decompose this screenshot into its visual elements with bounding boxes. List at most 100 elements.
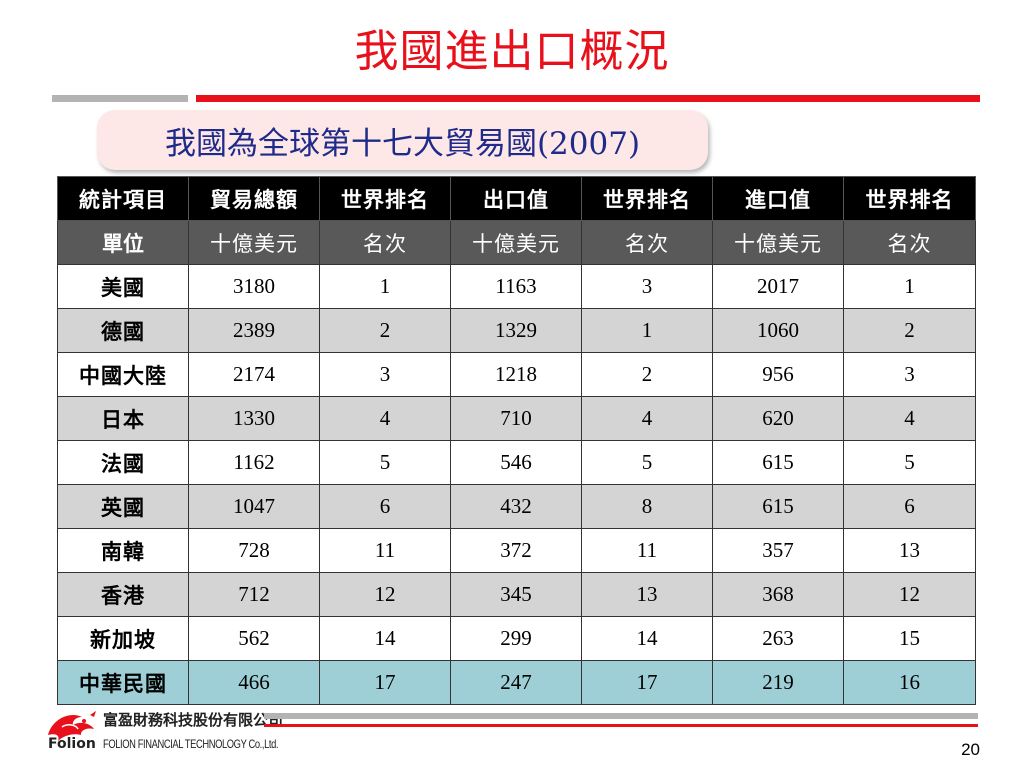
value-cell: 1060 bbox=[712, 308, 844, 353]
value-cell: 615 bbox=[712, 484, 844, 529]
value-cell: 17 bbox=[319, 660, 451, 705]
table-row: 英國 1047 6 432 8 615 6 bbox=[57, 484, 976, 529]
table-row: 中國大陸 2174 3 1218 2 956 3 bbox=[57, 352, 976, 397]
value-cell: 615 bbox=[712, 440, 844, 485]
footer-company-cn: 富盈財務科技股份有限公司 bbox=[103, 711, 284, 729]
value-cell: 4 bbox=[319, 396, 451, 441]
value-cell: 1 bbox=[319, 264, 451, 309]
table-row: 香港 712 12 345 13 368 12 bbox=[57, 572, 976, 617]
table-row: 日本 1330 4 710 4 620 4 bbox=[57, 396, 976, 441]
page-number: 20 bbox=[961, 740, 980, 759]
value-cell: 2174 bbox=[188, 352, 320, 397]
value-cell: 5 bbox=[581, 440, 713, 485]
header-item: 統計項目 bbox=[57, 176, 189, 221]
value-cell: 1 bbox=[581, 308, 713, 353]
country-cell: 新加坡 bbox=[57, 616, 189, 661]
value-cell: 562 bbox=[188, 616, 320, 661]
title-underline-red bbox=[196, 95, 980, 102]
slide-title: 我國進出口概況 bbox=[354, 26, 670, 77]
value-cell: 16 bbox=[843, 660, 976, 705]
value-cell: 1 bbox=[843, 264, 976, 309]
value-cell: 372 bbox=[450, 528, 582, 573]
header-total-trade: 貿易總額 bbox=[188, 176, 320, 221]
country-cell: 美國 bbox=[57, 264, 189, 309]
value-cell: 466 bbox=[188, 660, 320, 705]
value-cell: 1163 bbox=[450, 264, 582, 309]
table-row: 法國 1162 5 546 5 615 5 bbox=[57, 440, 976, 485]
country-cell: 英國 bbox=[57, 484, 189, 529]
header-import-rank: 世界排名 bbox=[843, 176, 976, 221]
unit-cell: 十億美元 bbox=[450, 220, 582, 265]
dragon-logo-icon bbox=[48, 711, 96, 741]
table-row: 美國 3180 1 1163 3 2017 1 bbox=[57, 264, 976, 309]
value-cell: 263 bbox=[712, 616, 844, 661]
value-cell: 357 bbox=[712, 528, 844, 573]
value-cell: 5 bbox=[319, 440, 451, 485]
subtitle-box: 我國為全球第十七大貿易國(2007) bbox=[97, 110, 708, 170]
value-cell: 219 bbox=[712, 660, 844, 705]
header-import: 進口值 bbox=[712, 176, 844, 221]
value-cell: 3 bbox=[319, 352, 451, 397]
value-cell: 11 bbox=[319, 528, 451, 573]
value-cell: 2 bbox=[581, 352, 713, 397]
value-cell: 4 bbox=[581, 396, 713, 441]
subtitle-text: 我國為全球第十七大貿易國(2007) bbox=[164, 125, 641, 162]
country-cell: 香港 bbox=[57, 572, 189, 617]
value-cell: 2 bbox=[319, 308, 451, 353]
country-cell: 法國 bbox=[57, 440, 189, 485]
header-total-rank: 世界排名 bbox=[319, 176, 451, 221]
table-row: 南韓 728 11 372 11 357 13 bbox=[57, 528, 976, 573]
title-underline-gray bbox=[52, 95, 188, 102]
value-cell: 546 bbox=[450, 440, 582, 485]
value-cell: 620 bbox=[712, 396, 844, 441]
value-cell: 12 bbox=[319, 572, 451, 617]
header-export: 出口值 bbox=[450, 176, 582, 221]
value-cell: 712 bbox=[188, 572, 320, 617]
unit-label: 單位 bbox=[57, 220, 189, 265]
value-cell: 17 bbox=[581, 660, 713, 705]
unit-cell: 名次 bbox=[581, 220, 713, 265]
value-cell: 2 bbox=[843, 308, 976, 353]
table-row: 新加坡 562 14 299 14 263 15 bbox=[57, 616, 976, 661]
value-cell: 2017 bbox=[712, 264, 844, 309]
value-cell: 432 bbox=[450, 484, 582, 529]
value-cell: 1218 bbox=[450, 352, 582, 397]
value-cell: 710 bbox=[450, 396, 582, 441]
value-cell: 5 bbox=[843, 440, 976, 485]
country-cell: 德國 bbox=[57, 308, 189, 353]
country-cell: 中華民國 bbox=[57, 660, 189, 705]
value-cell: 12 bbox=[843, 572, 976, 617]
value-cell: 13 bbox=[843, 528, 976, 573]
footer-brand: Folion bbox=[48, 736, 96, 752]
value-cell: 1162 bbox=[188, 440, 320, 485]
value-cell: 3180 bbox=[188, 264, 320, 309]
country-cell: 南韓 bbox=[57, 528, 189, 573]
unit-cell: 十億美元 bbox=[712, 220, 844, 265]
value-cell: 345 bbox=[450, 572, 582, 617]
value-cell: 299 bbox=[450, 616, 582, 661]
value-cell: 728 bbox=[188, 528, 320, 573]
value-cell: 956 bbox=[712, 352, 844, 397]
table-unit-row: 單位 十億美元 名次 十億美元 名次 十億美元 名次 bbox=[57, 220, 976, 265]
table-row-highlight: 中華民國 466 17 247 17 219 16 bbox=[57, 660, 976, 705]
unit-cell: 十億美元 bbox=[188, 220, 320, 265]
header-export-rank: 世界排名 bbox=[581, 176, 713, 221]
value-cell: 1329 bbox=[450, 308, 582, 353]
value-cell: 4 bbox=[843, 396, 976, 441]
value-cell: 15 bbox=[843, 616, 976, 661]
value-cell: 1047 bbox=[188, 484, 320, 529]
table-row: 德國 2389 2 1329 1 1060 2 bbox=[57, 308, 976, 353]
value-cell: 14 bbox=[319, 616, 451, 661]
value-cell: 6 bbox=[843, 484, 976, 529]
footer-divider-gray bbox=[264, 713, 978, 719]
value-cell: 368 bbox=[712, 572, 844, 617]
value-cell: 11 bbox=[581, 528, 713, 573]
value-cell: 13 bbox=[581, 572, 713, 617]
unit-cell: 名次 bbox=[843, 220, 976, 265]
unit-cell: 名次 bbox=[319, 220, 451, 265]
value-cell: 2389 bbox=[188, 308, 320, 353]
table-header-row: 統計項目 貿易總額 世界排名 出口值 世界排名 進口值 世界排名 bbox=[57, 176, 976, 221]
value-cell: 14 bbox=[581, 616, 713, 661]
footer-divider-red bbox=[264, 724, 978, 727]
value-cell: 247 bbox=[450, 660, 582, 705]
